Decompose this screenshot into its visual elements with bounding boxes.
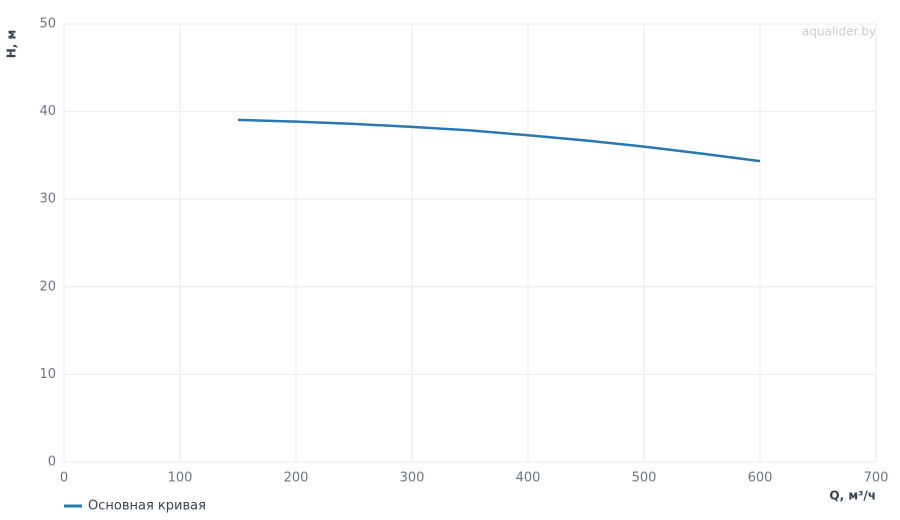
x-tick-label: 100 [168,471,193,486]
watermark: aqualider.by [802,25,876,39]
x-tick-label: 300 [400,471,425,486]
y-tick-label: 50 [39,17,56,32]
y-tick-label: 0 [48,455,56,470]
x-tick-label: 500 [632,471,657,486]
x-tick-label: 700 [864,471,889,486]
y-tick-label: 30 [39,192,56,207]
legend-label: Основная кривая [88,499,206,514]
y-tick-label: 10 [39,367,56,382]
y-axis-label: H, м [5,30,19,59]
x-tick-label: 400 [516,471,541,486]
x-axis-label: Q, м³/ч [829,489,876,503]
y-tick-label: 40 [39,104,56,119]
x-tick-label: 0 [60,471,68,486]
x-tick-label: 200 [284,471,309,486]
y-tick-label: 20 [39,279,56,294]
x-tick-label: 600 [748,471,773,486]
data-line [237,118,761,163]
